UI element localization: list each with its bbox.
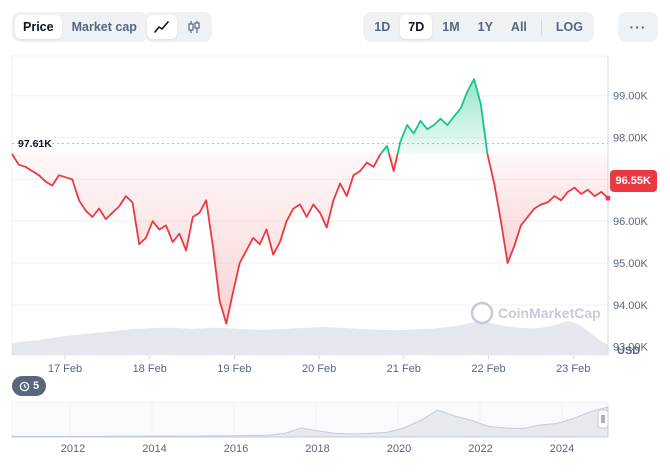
history-count: 5 — [32, 380, 40, 392]
price-area-down — [12, 153, 381, 324]
y-tick-label: 96.00K — [613, 216, 649, 228]
watermark-text: CoinMarketCap — [498, 305, 601, 321]
more-options-button[interactable]: ··· — [629, 19, 647, 35]
range-1m-button[interactable]: 1M — [442, 20, 460, 34]
price-line-down — [486, 153, 609, 264]
navigator-year-label: 2012 — [61, 443, 85, 455]
reference-price-label: 97.61K — [18, 138, 52, 150]
navigator-year-label: 2018 — [305, 443, 329, 455]
chart-mode-switch — [144, 12, 212, 42]
view-switch: Price Market cap — [12, 12, 148, 42]
chart-toolbar: Price Market cap 1D 7D 1M 1Y All LOG ··· — [12, 12, 658, 42]
history-icon — [19, 381, 30, 391]
x-tick-label: 21 Feb — [387, 363, 421, 375]
price-line-up — [396, 78, 489, 155]
navigator-year-label: 2020 — [387, 443, 411, 455]
price-area-down — [389, 153, 398, 171]
last-price-dot — [605, 195, 611, 201]
history-badge[interactable]: 5 — [12, 376, 46, 396]
range-switch: 1D 7D 1M 1Y All LOG — [363, 12, 594, 42]
coinmarketcap-logo-icon — [470, 301, 494, 325]
navigator-year-label: 2022 — [468, 443, 492, 455]
y-tick-label: 98.00K — [613, 133, 649, 145]
y-tick-label: 94.00K — [613, 300, 649, 312]
navigator-year-label: 2016 — [224, 443, 248, 455]
navigator-year-label: 2014 — [142, 443, 166, 455]
line-chart-icon[interactable] — [147, 15, 177, 39]
x-tick-label: 22 Feb — [471, 363, 505, 375]
price-line-down — [11, 153, 382, 325]
x-tick-label: 23 Feb — [556, 363, 590, 375]
currency-label: USD — [617, 345, 640, 357]
current-price-tag: 96.55K — [609, 170, 657, 192]
range-all-button[interactable]: All — [510, 20, 527, 34]
range-1y-button[interactable]: 1Y — [477, 20, 493, 34]
navigator-year-label: 2024 — [550, 443, 574, 455]
y-tick-label: 95.00K — [613, 258, 649, 270]
x-tick-label: 19 Feb — [217, 363, 251, 375]
price-tab[interactable]: Price — [15, 15, 62, 39]
y-tick-label: 93.00K — [613, 342, 649, 354]
navigator-handle — [597, 409, 609, 429]
x-tick-label: 20 Feb — [302, 363, 336, 375]
price-line-down — [388, 153, 399, 172]
y-tick-label: 99.00K — [613, 91, 649, 103]
price-line-up — [379, 145, 390, 155]
candlestick-icon[interactable] — [179, 15, 209, 39]
watermark: CoinMarketCap — [470, 301, 601, 325]
more-menu: ··· — [618, 12, 658, 42]
market-cap-tab[interactable]: Market cap — [71, 20, 137, 34]
range-1d-button[interactable]: 1D — [374, 20, 391, 34]
navigator-history-area — [11, 406, 609, 438]
x-tick-label: 17 Feb — [48, 363, 82, 375]
range-7d-button[interactable]: 7D — [400, 15, 433, 39]
volume-area — [12, 321, 608, 355]
price-area-up — [397, 79, 488, 154]
log-scale-button[interactable]: LOG — [555, 20, 583, 34]
range-divider — [540, 19, 542, 35]
x-tick-label: 18 Feb — [133, 363, 167, 375]
